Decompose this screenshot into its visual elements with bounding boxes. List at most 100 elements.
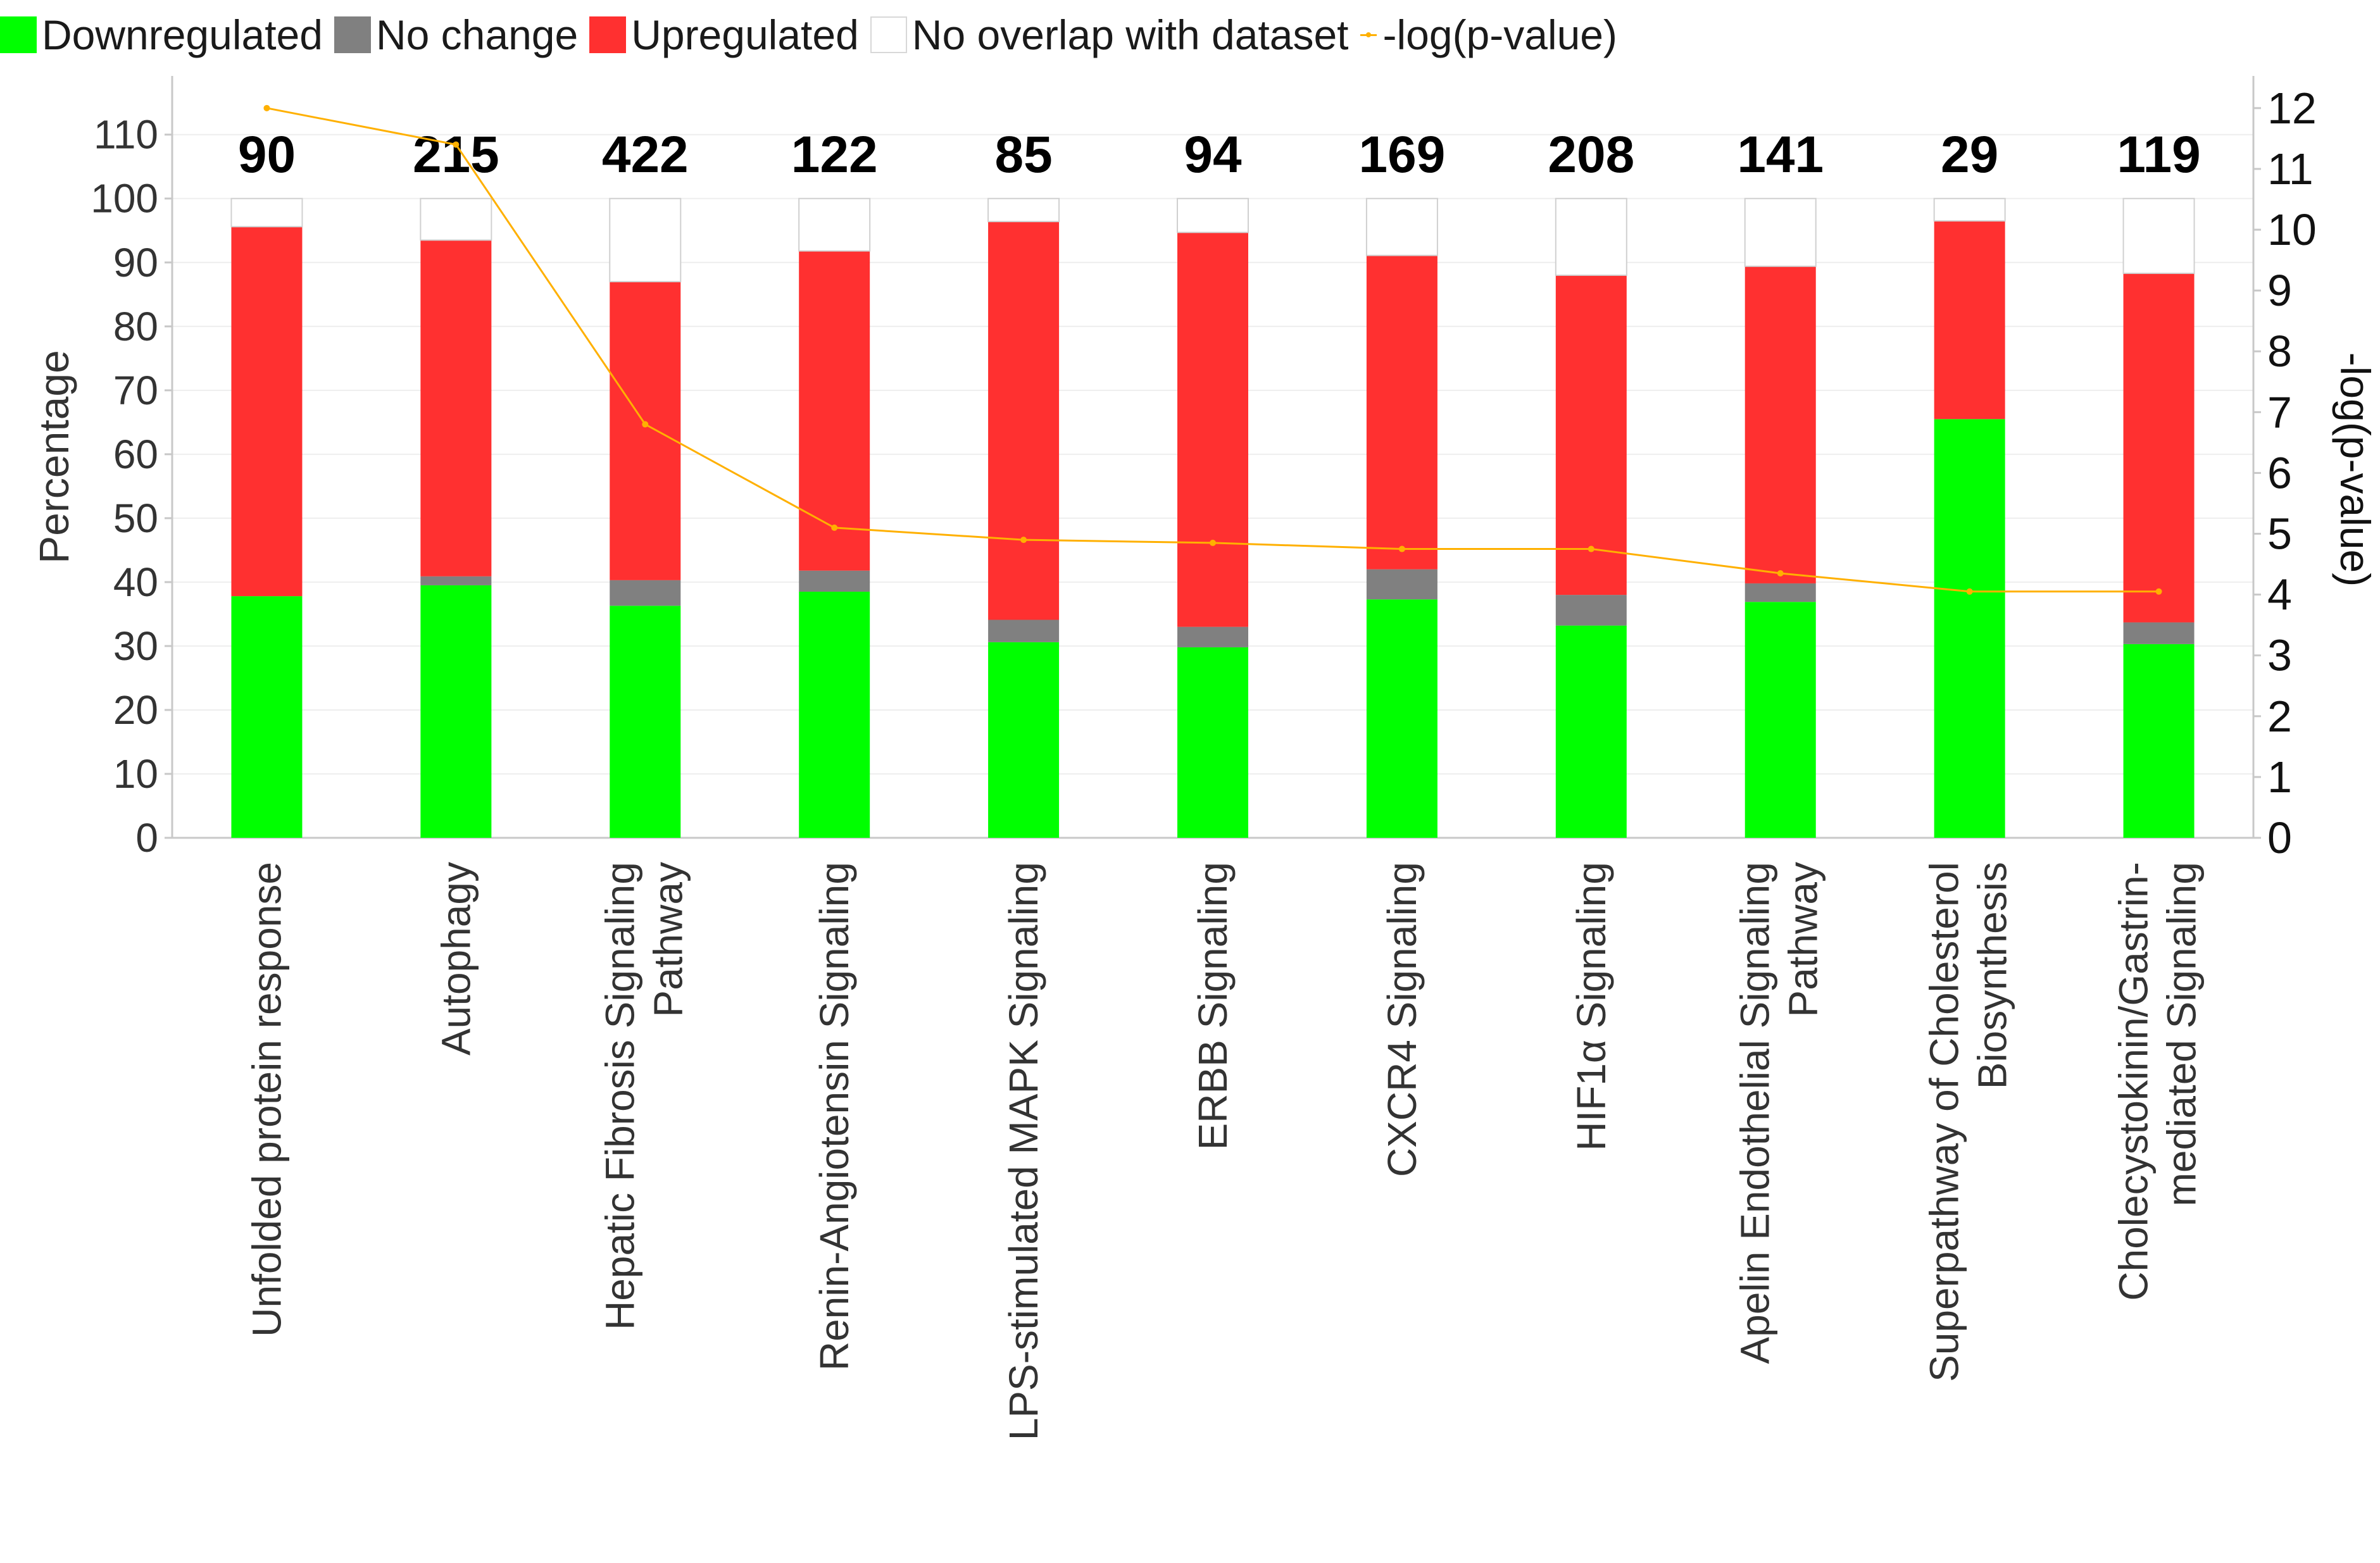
bar-segment-upregulated — [2123, 273, 2195, 623]
bar-segment-downregulated — [2123, 644, 2195, 838]
x-category-label: LPS-stimulated MAPK Signaling — [1001, 862, 1046, 1440]
bar-segment-downregulated — [1366, 599, 1437, 838]
y-tick-label: 80 — [113, 304, 158, 349]
bar-segment-no-overlap — [987, 197, 1060, 223]
bar-segment-upregulated — [610, 282, 681, 580]
x-category-label: ERBB Signaling — [1190, 862, 1236, 1150]
y2-tick-label: 11 — [2267, 144, 2314, 194]
y-tick-label: 100 — [91, 176, 158, 221]
bar-segment-downregulated — [1555, 625, 1627, 838]
bar-segment-downregulated — [1177, 647, 1248, 838]
legend-label-no-overlap: No overlap with dataset — [911, 11, 1349, 58]
bar-total-label: 29 — [1941, 126, 1998, 184]
bar-total-label: 122 — [791, 126, 878, 184]
legend-swatch-no-overlap — [870, 16, 907, 53]
bar-segment-no-change — [1366, 569, 1437, 600]
x-category-label: Autophagy — [433, 862, 479, 1055]
y2-tick-label: 2 — [2267, 692, 2292, 741]
bar-segment-upregulated — [1555, 275, 1627, 595]
y2-tick-label: 7 — [2267, 387, 2292, 437]
y-tick-label: 30 — [113, 623, 158, 669]
x-category-label-line: Cholecystokinin/Gastrin- — [2111, 862, 2157, 1301]
pvalue-point — [1588, 545, 1594, 552]
x-category-label-line: Hepatic Fibrosis Signaling — [597, 862, 642, 1330]
x-category-label-line: CXCR4 Signaling — [1379, 862, 1425, 1177]
bar-total-label: 119 — [2117, 126, 2200, 184]
legend-label-upregulated: Upregulated — [631, 11, 859, 58]
pvalue-point — [2155, 588, 2162, 595]
bar-segment-upregulated — [1744, 266, 1816, 583]
bar-segment-upregulated — [1934, 221, 2005, 420]
pvalue-point — [453, 141, 460, 148]
y2-axis-title: -log(p-value) — [2332, 352, 2379, 587]
bar-segment-no-change — [1744, 583, 1816, 602]
pvalue-point — [1210, 539, 1216, 546]
bar-segment-downregulated — [420, 585, 492, 838]
pvalue-point — [1020, 537, 1027, 544]
x-category-label: Hepatic Fibrosis SignalingPathway — [597, 862, 691, 1330]
x-category-label: Apelin Endothelial SignalingPathway — [1732, 862, 1826, 1364]
x-category-label: CXCR4 Signaling — [1379, 862, 1425, 1177]
y2-tick-label: 0 — [2267, 813, 2292, 862]
y2-tick-label: 12 — [2267, 84, 2317, 133]
legend-label-downregulated: Downregulated — [42, 11, 323, 58]
pvalue-point — [642, 421, 649, 428]
bar-total-label: 169 — [1358, 126, 1445, 184]
bar-segment-no-overlap — [1933, 197, 2006, 222]
bar-segment-upregulated — [231, 227, 303, 597]
y2-tick-label: 9 — [2267, 266, 2292, 315]
bar-segment-no-overlap — [2122, 197, 2195, 274]
bar-total-label: 94 — [1184, 126, 1242, 184]
bar-total-label: 141 — [1737, 126, 1824, 184]
bar-total-label: 208 — [1548, 126, 1634, 184]
bar-segment-no-overlap — [1177, 197, 1249, 234]
y-tick-label: 0 — [135, 815, 158, 861]
x-category-label-line: Pathway — [1781, 862, 1826, 1017]
bar-segment-no-overlap — [609, 197, 682, 283]
bar-segment-no-overlap — [420, 197, 492, 241]
x-category-label-line: Pathway — [645, 862, 691, 1017]
bar-segment-no-change — [988, 620, 1060, 642]
x-category-label: Cholecystokinin/Gastrin-mediated Signali… — [2111, 862, 2205, 1301]
legend-label-pvalue: -log(p-value) — [1382, 11, 1617, 58]
x-category-label-line: Autophagy — [433, 862, 479, 1055]
x-category-label: Superpathway of CholesterolBiosynthesis — [1922, 862, 2015, 1382]
y2-tick-label: 5 — [2267, 509, 2292, 559]
bar-segment-downregulated — [799, 592, 870, 838]
bar-segment-upregulated — [1366, 255, 1437, 570]
y-tick-label: 110 — [94, 112, 158, 158]
legend-item-upregulated: Upregulated — [589, 11, 859, 59]
y-tick-label: 60 — [113, 432, 158, 477]
y2-tick-label: 6 — [2267, 448, 2292, 497]
y2-tick-label: 8 — [2267, 327, 2292, 376]
y-tick-label: 50 — [113, 495, 158, 541]
x-category-label-line: Unfolded protein response — [244, 862, 289, 1337]
x-category-label: Unfolded protein response — [244, 862, 289, 1337]
bar-segment-no-overlap — [1365, 197, 1438, 256]
legend-item-no-overlap: No overlap with dataset — [870, 11, 1349, 59]
bar-segment-upregulated — [988, 221, 1060, 620]
legend-item-pvalue-line: -log(p-value) — [1360, 11, 1617, 59]
y2-tick-label: 4 — [2267, 570, 2292, 620]
y2-tick-label: 1 — [2267, 752, 2292, 802]
x-category-label-line: Superpathway of Cholesterol — [1922, 862, 1967, 1382]
legend-swatch-downregulated — [0, 16, 37, 53]
bar-segment-no-overlap — [798, 197, 871, 252]
bar-segment-no-change — [1177, 626, 1248, 647]
pvalue-point — [1777, 570, 1784, 576]
bar-total-label: 85 — [994, 126, 1052, 184]
bar-segment-upregulated — [799, 251, 870, 571]
legend-swatch-no-change — [334, 16, 371, 53]
bar-segment-no-change — [420, 576, 492, 585]
y-axis-title: Percentage — [30, 350, 77, 564]
bar-segment-no-change — [799, 570, 870, 592]
legend: Downregulated No change Upregulated No o… — [0, 0, 1629, 70]
x-category-label-line: Renin-Angiotensin Signaling — [811, 862, 857, 1371]
y2-tick-label: 10 — [2267, 205, 2317, 254]
legend-line-icon — [1360, 16, 1377, 53]
x-category-label-line: ERBB Signaling — [1190, 862, 1236, 1150]
bar-segment-downregulated — [1744, 602, 1816, 838]
y-tick-label: 90 — [113, 240, 158, 285]
bar-total-label: 215 — [413, 126, 499, 184]
